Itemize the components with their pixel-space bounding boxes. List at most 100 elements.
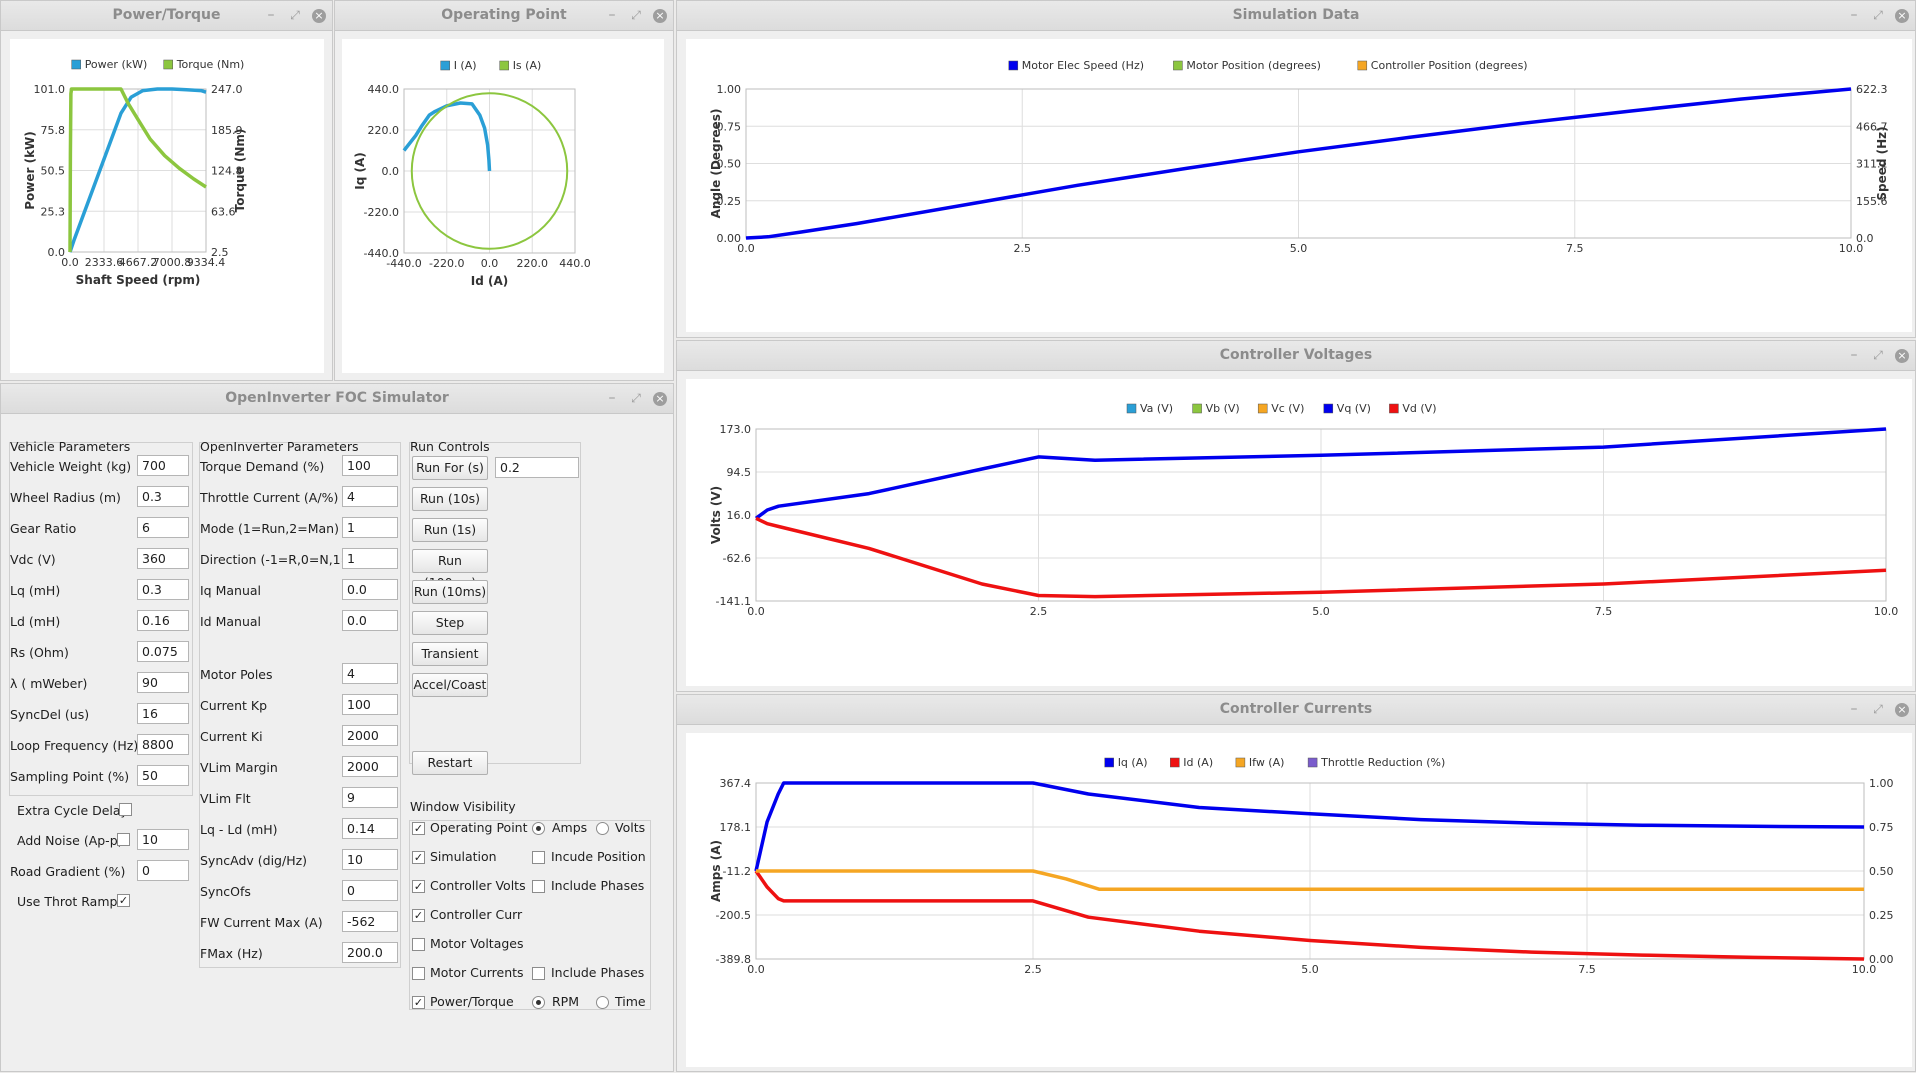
maximize-icon[interactable]: ⤢ [631, 391, 641, 405]
run-control-button[interactable]: Run (1s) [412, 518, 488, 542]
amps-radio[interactable] [532, 822, 545, 835]
run-control-button[interactable]: Run (10s) [412, 487, 488, 511]
visibility-checkbox[interactable]: ✓ [412, 851, 425, 864]
y2-tick-label: 247.0 [211, 83, 243, 96]
plot-frame [403, 88, 576, 254]
run-control-button[interactable]: Transient [412, 642, 488, 666]
vehicle-field-input[interactable]: 360 [137, 548, 189, 569]
openinverter-params-heading: OpenInverter Parameters [200, 439, 359, 454]
run-for-input[interactable]: 0.2 [495, 457, 579, 478]
minimize-icon[interactable]: – [1850, 7, 1858, 23]
simulator-titlebar[interactable]: OpenInverter FOC Simulator – ⤢ × [1, 384, 673, 414]
visibility-checkbox[interactable] [412, 938, 425, 951]
power-torque-titlebar[interactable]: Power/Torque – ⤢ × [1, 1, 332, 31]
vehicle-field-input[interactable]: 0.16 [137, 610, 189, 631]
maximize-icon[interactable]: ⤢ [631, 8, 641, 22]
vehicle-field-input[interactable]: 0.075 [137, 641, 189, 662]
oi-field-label: VLim Margin [200, 760, 278, 775]
minimize-icon[interactable]: – [608, 390, 616, 406]
include-phases-currents-checkbox[interactable] [532, 967, 545, 980]
volts-radio[interactable] [596, 822, 609, 835]
vehicle-field-input[interactable]: 700 [137, 455, 189, 476]
include-position-checkbox[interactable] [532, 851, 545, 864]
simulation-data-svg: 0.0 2.5 5.0 7.5 10.0 0.00 0.25 0.50 0.75 1.00 0.0 1… [709, 59, 1889, 255]
oi-field-input[interactable]: 200.0 [342, 942, 398, 963]
vehicle-field-input[interactable]: 50 [137, 765, 189, 786]
window-title: Controller Currents [1219, 701, 1373, 717]
add-noise-checkbox[interactable] [117, 833, 130, 846]
oi-field-input[interactable]: 2000 [342, 725, 398, 746]
oi-field-input[interactable]: 4 [342, 486, 398, 507]
y-tick-label: 173.0 [720, 423, 752, 436]
oi-field-input[interactable]: 2000 [342, 756, 398, 777]
visibility-checkbox[interactable]: ✓ [412, 822, 425, 835]
vehicle-field-input[interactable]: 90 [137, 672, 189, 693]
minimize-icon[interactable]: – [1850, 701, 1858, 717]
oi-field-input[interactable]: 100 [342, 455, 398, 476]
rpm-radio[interactable] [532, 996, 545, 1009]
x-tick-label: -440.0 [386, 257, 421, 270]
operating-point-svg: -440.0 -220.0 0.0 220.0 440.0 -440.0 -220.0 0.0… [353, 59, 591, 288]
close-icon[interactable]: × [653, 391, 667, 406]
vehicle-field-input[interactable]: 16 [137, 703, 189, 724]
close-icon[interactable]: × [1895, 348, 1909, 363]
x-tick-label: 4667.2 [119, 256, 158, 269]
volts-label: Volts [615, 820, 646, 835]
maximize-icon[interactable]: ⤢ [1873, 8, 1883, 22]
run-control-button[interactable]: Accel/Coast [412, 673, 488, 697]
oi-field-input[interactable]: 10 [342, 849, 398, 870]
controller-currents-titlebar[interactable]: Controller Currents – ⤢ × [677, 695, 1915, 725]
run-control-button[interactable]: Run (100ms) [412, 549, 488, 590]
include-position-label: Incude Position [551, 849, 646, 864]
oi-field-input[interactable]: 0.0 [342, 579, 398, 600]
oi-field-input[interactable]: 0.0 [342, 610, 398, 631]
oi-field-input[interactable]: 0 [342, 880, 398, 901]
legend-label: Vc (V) [1271, 402, 1304, 415]
oi-field-input[interactable]: 9 [342, 787, 398, 808]
vehicle-field-input[interactable]: 0.3 [137, 579, 189, 600]
minimize-icon[interactable]: – [608, 7, 616, 23]
vehicle-field-input[interactable]: 0.3 [137, 486, 189, 507]
run-for-button[interactable]: Run For (s) [412, 456, 488, 480]
simulation-data-titlebar[interactable]: Simulation Data – ⤢ × [677, 1, 1915, 31]
road-gradient-input[interactable]: 0 [137, 860, 189, 881]
maximize-icon[interactable]: ⤢ [290, 8, 300, 22]
time-radio[interactable] [596, 996, 609, 1009]
minimize-icon[interactable]: – [1850, 347, 1858, 363]
visibility-checkbox[interactable]: ✓ [412, 909, 425, 922]
controller-voltages-titlebar[interactable]: Controller Voltages – ⤢ × [677, 341, 1915, 371]
restart-button[interactable]: Restart [412, 751, 488, 775]
y-axis-label: Amps (A) [709, 840, 723, 902]
close-icon[interactable]: × [1895, 8, 1909, 23]
close-icon[interactable]: × [1895, 702, 1909, 717]
vehicle-field-input[interactable]: 8800 [137, 734, 189, 755]
visibility-checkbox[interactable]: ✓ [412, 996, 425, 1009]
oi-field-input[interactable]: 4 [342, 663, 398, 684]
oi-field-input[interactable]: -562 [342, 911, 398, 932]
y2-axis-label: Torque (Nm) [233, 129, 247, 213]
legend-label: Power (kW) [85, 58, 148, 71]
run-control-button[interactable]: Run (10ms) [412, 580, 488, 604]
use-throt-ramps-checkbox[interactable]: ✓ [117, 894, 130, 907]
visibility-checkbox[interactable] [412, 967, 425, 980]
add-noise-input[interactable]: 10 [137, 829, 189, 850]
vehicle-field-label: Rs (Ohm) [10, 645, 69, 660]
extra-cycle-delay-checkbox[interactable] [119, 803, 132, 816]
maximize-icon[interactable]: ⤢ [1873, 348, 1883, 362]
visibility-checkbox[interactable]: ✓ [412, 880, 425, 893]
close-icon[interactable]: × [653, 8, 667, 23]
oi-field-input[interactable]: 1 [342, 517, 398, 538]
operating-point-titlebar[interactable]: Operating Point – ⤢ × [335, 1, 673, 31]
vehicle-field-input[interactable]: 6 [137, 517, 189, 538]
close-icon[interactable]: × [312, 8, 326, 23]
oi-field-input[interactable]: 0.14 [342, 818, 398, 839]
series-circle-Is (A) [410, 92, 569, 250]
oi-field-input[interactable]: 1 [342, 548, 398, 569]
run-control-button[interactable]: Step [412, 611, 488, 635]
minimize-icon[interactable]: – [267, 7, 275, 23]
maximize-icon[interactable]: ⤢ [1873, 702, 1883, 716]
include-phases-volts-checkbox[interactable] [532, 880, 545, 893]
legend-label: Controller Position (degrees) [1371, 59, 1528, 72]
vehicle-field-label: Vdc (V) [10, 552, 56, 567]
oi-field-input[interactable]: 100 [342, 694, 398, 715]
